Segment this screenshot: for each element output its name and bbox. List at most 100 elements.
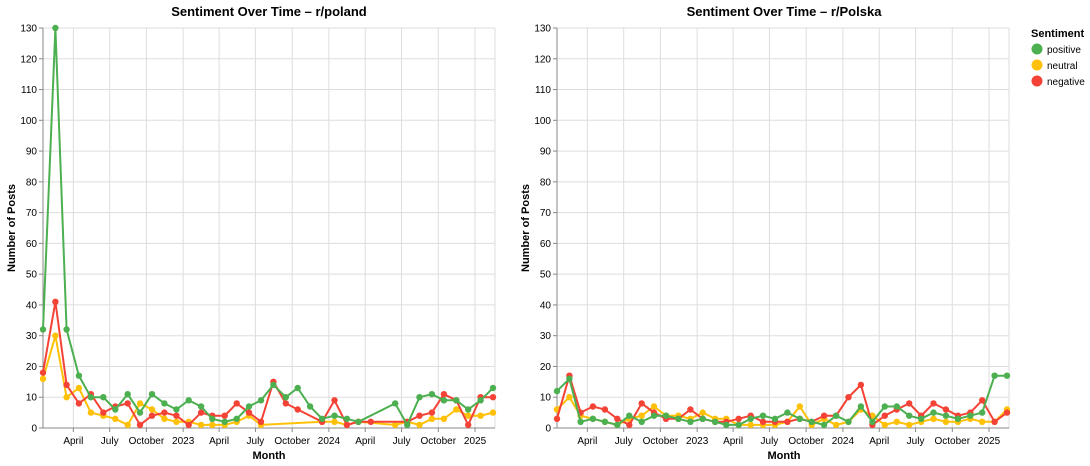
data-point-negative: [601, 406, 609, 413]
data-point-negative: [173, 412, 180, 419]
x-tick-label: 2025: [464, 436, 487, 447]
series-line-neutral: [42, 335, 494, 427]
data-point-positive: [197, 403, 205, 410]
data-point-positive: [331, 412, 338, 419]
y-tick-label: 90: [26, 147, 38, 158]
x-tick-label: July: [101, 436, 119, 447]
x-tick-label: April: [723, 436, 743, 447]
data-point-negative: [638, 400, 645, 407]
data-point-positive: [185, 397, 192, 404]
data-point-neutral: [197, 421, 205, 429]
data-point-positive: [638, 418, 645, 425]
y-tick-label: 20: [540, 362, 552, 373]
data-point-positive: [747, 415, 754, 422]
data-point-positive: [930, 409, 937, 416]
data-point-neutral: [942, 418, 950, 425]
legend-swatch-neutral: [1031, 59, 1043, 71]
y-tick-label: 40: [26, 300, 38, 311]
data-point-negative: [416, 412, 423, 419]
data-point-positive: [52, 24, 59, 32]
y-tick-label: 80: [26, 177, 38, 188]
y-tick-label: 120: [534, 54, 551, 65]
data-point-positive: [979, 409, 986, 416]
data-point-negative: [294, 406, 301, 413]
data-point-positive: [771, 415, 779, 422]
data-point-negative: [221, 412, 228, 419]
legend-label-positive: positive: [1047, 45, 1081, 56]
data-point-neutral: [638, 412, 645, 419]
data-point-positive: [63, 326, 70, 333]
data-point-positive: [404, 421, 411, 429]
y-tick-label: 50: [26, 270, 38, 281]
x-tick-label: October: [274, 436, 310, 447]
data-point-negative: [185, 421, 192, 429]
data-point-positive: [784, 409, 791, 416]
series-layer: [553, 372, 1011, 429]
data-point-positive: [893, 403, 900, 410]
series-line-negative: [42, 301, 493, 428]
data-point-negative: [52, 298, 59, 305]
data-point-negative: [148, 412, 156, 419]
x-tick-label: October: [935, 436, 971, 447]
y-tick-label: 30: [26, 331, 38, 342]
data-point-positive: [614, 421, 621, 429]
data-point-negative: [857, 381, 865, 389]
data-point-positive: [100, 394, 107, 401]
data-point-positive: [39, 326, 47, 333]
data-point-negative: [589, 403, 597, 410]
data-point-positive: [343, 415, 351, 422]
data-point-positive: [306, 403, 314, 410]
data-point-positive: [148, 391, 156, 398]
data-point-positive: [209, 415, 216, 422]
data-point-positive: [918, 415, 925, 422]
x-tick-label: April: [209, 436, 229, 447]
data-point-negative: [845, 394, 852, 401]
data-point-neutral: [832, 421, 840, 429]
data-point-positive: [601, 418, 609, 425]
chart-panel-r-poland: Sentiment Over Time – r/poland April July…: [6, 4, 497, 462]
x-tick-label: July: [393, 436, 411, 447]
legend-label-negative: negative: [1047, 77, 1085, 88]
data-point-positive: [566, 375, 573, 382]
y-tick-label: 10: [540, 393, 552, 404]
data-point-neutral: [747, 421, 754, 429]
data-point-positive: [136, 409, 144, 416]
data-point-positive: [282, 394, 289, 401]
data-point-positive: [808, 418, 815, 425]
data-point-negative: [440, 391, 448, 398]
data-point-positive: [650, 412, 658, 419]
data-point-positive: [675, 415, 682, 422]
y-tick-label: 0: [545, 424, 551, 435]
data-point-negative: [626, 421, 633, 429]
data-point-positive: [75, 372, 83, 379]
x-tick-label: April: [577, 436, 597, 447]
legend-swatch-negative: [1031, 75, 1043, 87]
data-point-positive: [453, 397, 460, 404]
data-point-neutral: [136, 400, 144, 407]
data-point-negative: [124, 400, 131, 407]
data-point-positive: [87, 394, 95, 401]
data-point-neutral: [465, 412, 472, 419]
data-point-positive: [845, 418, 852, 425]
data-point-neutral: [893, 418, 900, 425]
data-point-positive: [477, 397, 484, 404]
gridlines: [557, 27, 1010, 429]
data-point-positive: [662, 412, 670, 419]
data-point-positive: [221, 418, 228, 425]
data-point-positive: [440, 397, 448, 404]
legend-title: Sentiment: [1031, 28, 1085, 40]
y-tick-label: 120: [20, 54, 37, 65]
data-point-positive: [577, 418, 584, 425]
data-point-negative: [614, 415, 621, 422]
data-point-positive: [942, 412, 950, 419]
data-point-negative: [489, 394, 497, 401]
x-tick-label: October: [129, 436, 165, 447]
x-axis: April July October 2023 April July October 2024…: [557, 427, 1009, 447]
data-point-positive: [735, 421, 742, 429]
y-axis-title: Number of Posts: [6, 184, 18, 272]
x-tick-label: July: [761, 436, 779, 447]
data-point-negative: [991, 418, 998, 425]
series-line-positive: [556, 374, 1007, 426]
y-axis: 0 10 20 30 40 50 60 70 80 90 100 110 120 130: [534, 24, 558, 435]
